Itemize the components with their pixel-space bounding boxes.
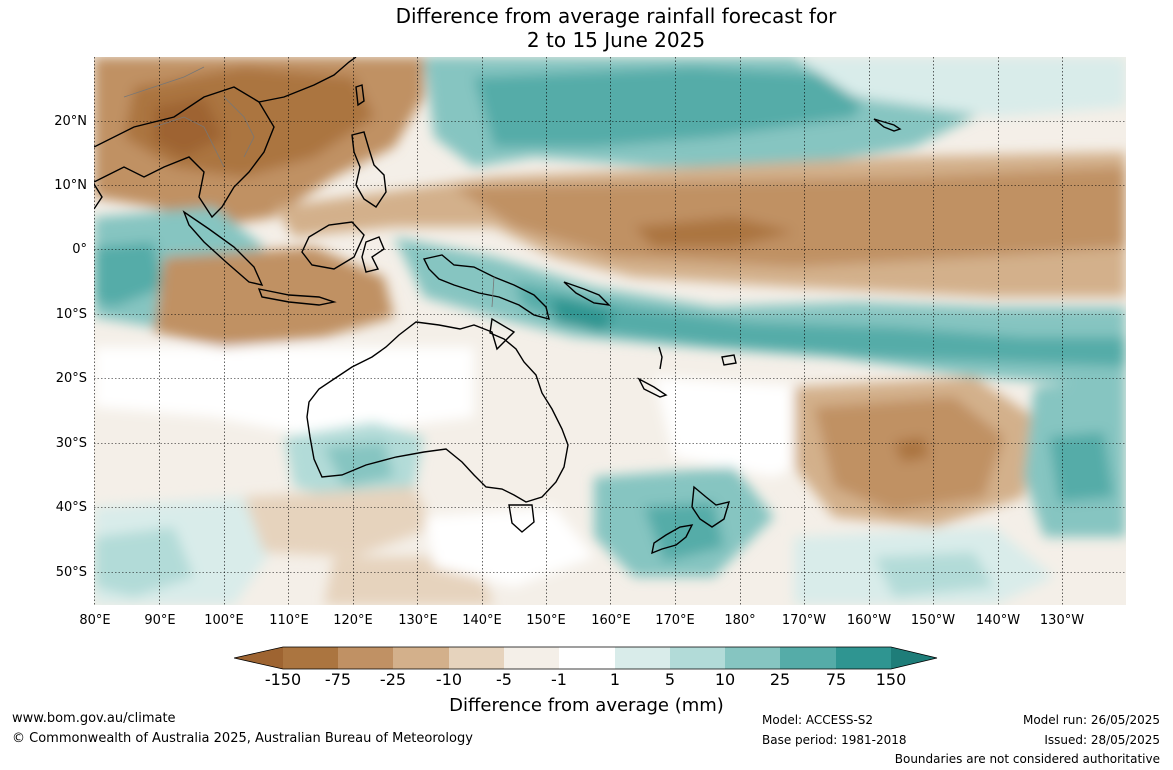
lat-label-10s: 10°S [55, 307, 87, 322]
borneo-coastline [301, 221, 365, 270]
model-name: Model: ACCESS-S2 [762, 713, 874, 727]
colorbar [234, 646, 938, 670]
colorbar-bin [836, 647, 891, 669]
lon-label-150e: 150°E [526, 613, 566, 628]
colorbar-tick: -75 [324, 670, 352, 689]
copyright-text: © Commonwealth of Australia 2025, Austra… [12, 731, 473, 746]
model-run-date: Model run: 26/05/2025 [1022, 713, 1160, 727]
issued-date: Issued: 28/05/2025 [1044, 733, 1160, 747]
new-guinea-coastline [422, 254, 550, 320]
lon-label-100e: 100°E [204, 613, 244, 628]
lon-label-140w: 140°W [975, 613, 1021, 628]
lon-label-90e: 90°E [144, 613, 176, 628]
taiwan-coastline [355, 84, 365, 107]
colorbar-outline [234, 646, 938, 670]
colorbar-bin [393, 647, 449, 669]
colorbar-bin [504, 647, 559, 669]
graticule [94, 57, 1126, 605]
lat-label-40s: 40°S [55, 500, 87, 515]
colorbar-tick: 10 [714, 670, 736, 689]
nz-north-island-coastline [691, 485, 731, 528]
colorbar-extend-low [234, 647, 283, 669]
colorbar-tick: -150 [264, 670, 302, 689]
colorbar-bin [725, 647, 780, 669]
map-svg [94, 57, 1126, 605]
lon-label-170w: 170°W [781, 613, 827, 628]
sumatra-coastline [182, 210, 264, 286]
indochina-coastline [94, 86, 275, 219]
lat-label-20s: 20°S [55, 371, 87, 386]
lon-label-140e: 140°E [462, 613, 502, 628]
colorbar-bin [283, 647, 338, 669]
colorbar-bin [449, 647, 504, 669]
colorbar-bin [559, 647, 615, 669]
colorbar-extend-high [891, 647, 937, 669]
boundaries-disclaimer: Boundaries are not considered authoritat… [894, 752, 1160, 766]
india-coastline [94, 183, 103, 210]
colorbar-tick: -1 [551, 670, 567, 689]
lon-label-130w: 130°W [1039, 613, 1085, 628]
colorbar-bin [615, 647, 670, 669]
map-title: Difference from average rainfall forecas… [0, 4, 1173, 52]
java-coastline [257, 288, 337, 306]
colorbar-bin [780, 647, 836, 669]
lon-label-80e: 80°E [79, 613, 111, 628]
lat-label-30s: 30°S [55, 436, 87, 451]
colorbar-title: Difference from average (mm) [449, 695, 724, 716]
colorbar-bin [338, 647, 393, 669]
china-coastline [258, 57, 357, 103]
rainfall-anomaly-map [94, 57, 1126, 605]
new-caledonia-coastline [637, 377, 668, 398]
website-link[interactable]: www.bom.gov.au/climate [12, 711, 176, 726]
title-line-1: Difference from average rainfall forecas… [395, 4, 837, 28]
philippines-coastline [351, 131, 387, 208]
sulawesi-coastline [361, 236, 385, 273]
australia-coastline [306, 317, 569, 503]
colorbar-bin [670, 647, 725, 669]
anomaly-field [94, 57, 1126, 605]
base-period: Base period: 1981-2018 [762, 733, 907, 747]
lon-label-160w: 160°W [846, 613, 892, 628]
lon-label-150w: 150°W [910, 613, 956, 628]
tasmania-coastline [508, 504, 535, 533]
fiji-coastline [721, 354, 737, 366]
lon-label-110e: 110°E [269, 613, 309, 628]
colorbar-tick: 25 [769, 670, 791, 689]
lon-label-130e: 130°E [398, 613, 438, 628]
colorbar-tick: 1 [609, 670, 621, 689]
coastlines [94, 57, 902, 555]
colorbar-tick: -25 [379, 670, 407, 689]
lon-label-180: 180° [724, 613, 756, 628]
lat-label-20n: 20°N [54, 114, 87, 129]
lat-label-50s: 50°S [55, 565, 87, 580]
lon-label-120e: 120°E [333, 613, 373, 628]
lon-label-160e: 160°E [591, 613, 631, 628]
title-line-2: 2 to 15 June 2025 [526, 28, 706, 52]
lat-label-10n: 10°N [54, 178, 87, 193]
colorbar-tick: -10 [435, 670, 463, 689]
solomon-islands-coastline [563, 281, 611, 306]
lat-label-0: 0° [72, 242, 87, 257]
colorbar-tick: -5 [496, 670, 512, 689]
colorbar-tick: 75 [825, 670, 847, 689]
colorbar-tick: 150 [875, 670, 907, 689]
country-borders [123, 66, 495, 308]
vanuatu-coastline [658, 346, 663, 370]
lon-label-170e: 170°E [655, 613, 695, 628]
colorbar-tick: 5 [664, 670, 676, 689]
hawaii-coastline [873, 118, 902, 132]
